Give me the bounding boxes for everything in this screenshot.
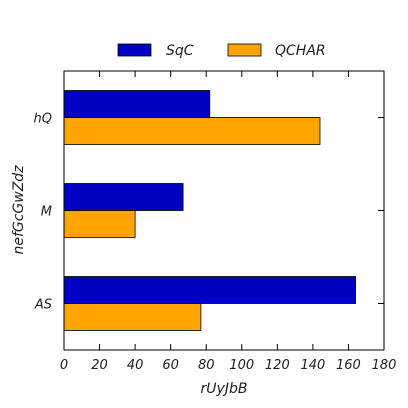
x-tick-label-100: 100: [229, 358, 254, 373]
y-tick-label-hQ: hQ: [34, 112, 52, 127]
x-tick-label-0: 0: [60, 358, 68, 373]
x-tick-label-180: 180: [372, 358, 397, 373]
x-tick-label-120: 120: [265, 358, 290, 373]
y-tick-label-M: M: [41, 205, 52, 220]
x-tick-label-60: 60: [162, 358, 179, 373]
x-axis-label: rUyJbB: [201, 381, 248, 397]
bar-SqC-M: [63, 183, 184, 211]
bar-SqC-AS: [63, 276, 356, 304]
y-tick-label-AS: AS: [34, 298, 52, 313]
x-tick-label-160: 160: [336, 358, 361, 373]
x-tick-label-140: 140: [300, 358, 325, 373]
bar-QCHAR-hQ: [63, 117, 321, 145]
x-tick-label-20: 20: [91, 358, 108, 373]
y-axis-label: nefGcGwZdz: [11, 165, 27, 255]
x-axis-ticks: 0 20 40 60 80 100 120 140 160 180: [60, 71, 397, 373]
y-axis-ticks: AS MhQ: [34, 112, 384, 313]
x-tick-label-80: 80: [198, 358, 215, 373]
legend-label-QCHAR: QCHAR: [275, 43, 326, 59]
bar-QCHAR-M: [63, 210, 136, 238]
legend-swatch-QCHAR: [227, 43, 262, 57]
legend-label-SqC: SqC: [166, 43, 194, 59]
bars-layer: [63, 90, 356, 331]
x-tick-label-40: 40: [127, 358, 144, 373]
bar-QCHAR-AS: [63, 303, 202, 331]
legend: SqC QCHAR: [117, 43, 326, 59]
legend-swatch-SqC: [117, 43, 152, 57]
bar-SqC-hQ: [63, 90, 211, 118]
